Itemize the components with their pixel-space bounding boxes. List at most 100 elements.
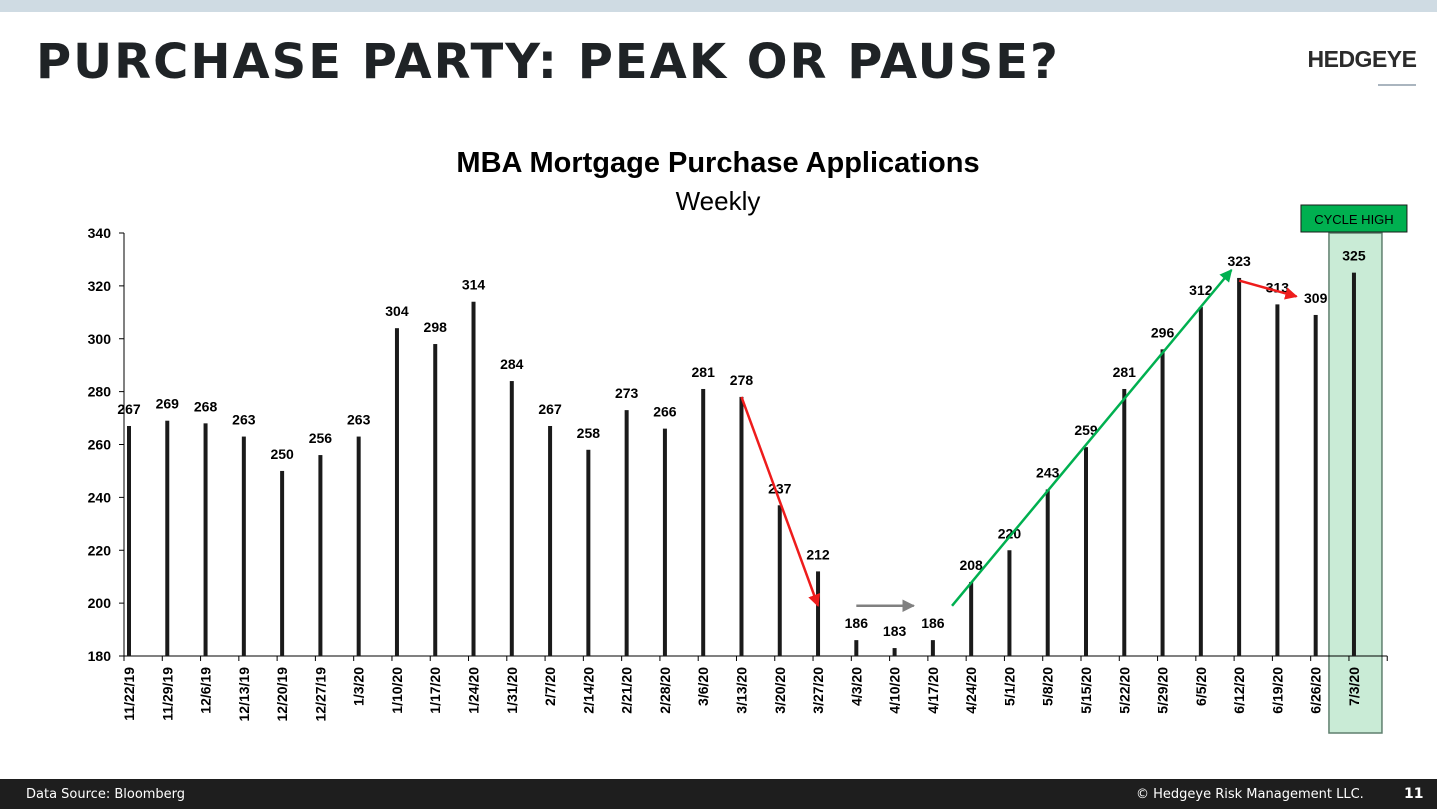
bar — [1313, 314, 1318, 656]
x-tick-label: 5/15/20 — [1078, 667, 1094, 714]
trend-arrow — [740, 396, 821, 607]
copyright-notice: © Hedgeye Risk Management LLC. — [1136, 787, 1364, 802]
x-tick-label: 12/27/19 — [312, 667, 328, 722]
x-tick-label: 2/14/20 — [580, 667, 596, 714]
bar-value-label: 250 — [270, 446, 294, 462]
bar — [548, 425, 553, 656]
bar — [930, 640, 935, 656]
bar — [777, 505, 782, 656]
x-tick-label: 2/28/20 — [657, 667, 673, 714]
bar-value-label: 186 — [845, 615, 869, 631]
x-tick-label: 5/29/20 — [1155, 667, 1171, 714]
top-accent-bar — [0, 0, 1437, 12]
page-number: 11 — [1404, 786, 1424, 802]
y-tick-label: 180 — [88, 648, 112, 664]
x-tick-label: 6/19/20 — [1269, 667, 1285, 714]
slide-title: PURCHASE PARTY: PEAK OR PAUSE? — [36, 34, 1060, 90]
x-tick-label: 4/17/20 — [925, 667, 941, 714]
bar — [739, 396, 744, 656]
bar — [318, 455, 323, 656]
y-tick-label: 280 — [88, 384, 112, 400]
bar — [701, 388, 706, 656]
bar-value-label: 267 — [117, 401, 141, 417]
bar — [816, 571, 821, 656]
bar — [203, 423, 208, 656]
bar-value-label: 323 — [1227, 253, 1251, 269]
bar — [1198, 307, 1203, 656]
chart-title: MBA Mortgage Purchase Applications — [456, 147, 979, 179]
bar — [969, 581, 974, 656]
bar-value-label: 263 — [347, 412, 371, 428]
x-tick-label: 4/10/20 — [887, 667, 903, 714]
x-tick-label: 6/12/20 — [1231, 667, 1247, 714]
y-tick-label: 260 — [88, 437, 112, 453]
cycle-high-label: CYCLE HIGH — [1314, 212, 1393, 227]
bar — [241, 436, 246, 656]
bar — [1237, 277, 1242, 656]
bar-value-label: 281 — [692, 364, 716, 380]
bar — [1351, 272, 1356, 656]
x-tick-label: 5/8/20 — [1040, 667, 1056, 706]
bar-value-label: 208 — [959, 557, 983, 573]
bar — [1160, 349, 1165, 656]
bar — [586, 449, 591, 656]
bar-value-label: 325 — [1342, 248, 1366, 264]
bar — [892, 648, 897, 656]
trend-arrow — [1238, 279, 1298, 300]
x-tick-label: 12/20/19 — [274, 667, 290, 722]
x-tick-label: 3/6/20 — [695, 667, 711, 706]
x-tick-label: 6/26/20 — [1308, 667, 1324, 714]
bar — [127, 425, 131, 656]
bar-value-label: 267 — [538, 401, 562, 417]
bar — [280, 470, 285, 656]
x-tick-label: 1/3/20 — [351, 667, 367, 706]
y-tick-label: 200 — [88, 595, 112, 611]
bar-value-label: 266 — [653, 404, 677, 420]
bar-value-label: 186 — [921, 615, 945, 631]
bar-value-label: 273 — [615, 385, 639, 401]
x-tick-label: 6/5/20 — [1193, 667, 1209, 706]
bar-value-label: 312 — [1189, 282, 1213, 298]
x-tick-label: 1/24/20 — [466, 667, 482, 714]
bar — [471, 301, 476, 656]
x-tick-label: 1/10/20 — [389, 667, 405, 714]
bar-value-label: 284 — [500, 356, 524, 372]
x-tick-label: 3/13/20 — [733, 667, 749, 714]
bar — [1084, 447, 1088, 656]
bar — [165, 420, 170, 656]
bar — [854, 640, 859, 656]
bar — [394, 328, 399, 656]
bar — [1045, 489, 1050, 656]
bar — [624, 410, 629, 656]
x-tick-label: 5/1/20 — [1001, 667, 1017, 706]
bar-value-label: 212 — [806, 546, 830, 562]
bar-value-label: 304 — [385, 303, 409, 319]
logo-underline — [1378, 84, 1416, 86]
bar-value-label: 256 — [309, 430, 333, 446]
x-tick-label: 2/7/20 — [542, 667, 558, 706]
y-tick-label: 240 — [88, 489, 112, 505]
bar-value-label: 258 — [577, 425, 601, 441]
bar — [662, 428, 667, 656]
cycle-high-badge — [1300, 204, 1408, 233]
x-tick-label: 11/29/19 — [159, 667, 175, 721]
bar-value-label: 263 — [232, 412, 256, 428]
y-tick-label: 220 — [88, 542, 112, 558]
bar — [1275, 304, 1280, 656]
x-tick-label: 3/20/20 — [772, 667, 788, 714]
x-tick-label: 4/3/20 — [848, 667, 864, 706]
bar-value-label: 278 — [730, 372, 754, 388]
mortgage-applications-chart: MBA Mortgage Purchase Applications Weekl… — [88, 147, 1408, 734]
bar — [509, 381, 514, 656]
y-tick-label: 300 — [88, 331, 112, 347]
bar-value-label: 243 — [1036, 464, 1060, 480]
bar — [1122, 388, 1127, 656]
x-tick-label: 2/21/20 — [619, 667, 635, 714]
x-tick-label: 4/24/20 — [963, 667, 979, 714]
y-tick-label: 340 — [88, 225, 112, 241]
bar — [1007, 550, 1012, 656]
bar-value-label: 281 — [1113, 364, 1137, 380]
x-tick-label: 1/17/20 — [427, 667, 443, 714]
bar-value-label: 269 — [156, 396, 180, 412]
bar-value-label: 183 — [883, 623, 907, 639]
